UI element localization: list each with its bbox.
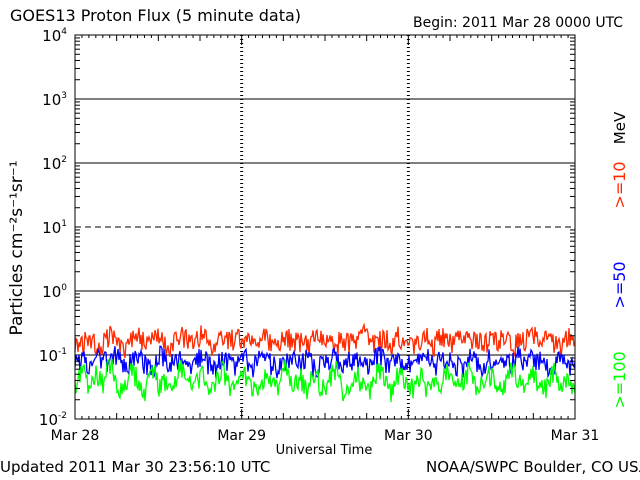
x-tick-label: Mar 29 [217, 428, 266, 444]
legend-item: >=50 [610, 261, 629, 308]
series-layer [74, 322, 576, 403]
x-tick-label: Mar 28 [51, 428, 100, 444]
begin-time-label: Begin: 2011 Mar 28 0000 UTC [413, 15, 624, 31]
y-tick-label: 104 [42, 27, 67, 45]
updated-timestamp: Updated 2011 Mar 30 23:56:10 UTC [0, 458, 271, 476]
y-tick-label: 10-2 [39, 411, 67, 429]
y-tick-label: 103 [42, 91, 67, 109]
page-title: GOES13 Proton Flux (5 minute data) [10, 6, 302, 25]
source-credit: NOAA/SWPC Boulder, CO USA [426, 458, 640, 476]
axes-layer: 10-2 10-1 100 101 102 103 104 Mar 28 Mar 29 Mar 3… [39, 27, 599, 444]
series-line [74, 322, 576, 359]
y-tick-label: 100 [42, 283, 67, 301]
y-tick-label: 10-1 [39, 347, 67, 365]
legend-item: >=100 [610, 351, 629, 408]
legend-unit: MeV [611, 111, 629, 144]
x-tick-label: Mar 31 [551, 428, 600, 444]
x-tick-label: Mar 30 [384, 428, 433, 444]
legend: >=10 >=50 >=100 MeV [610, 111, 629, 409]
legend-item: >=10 [610, 161, 629, 208]
y-tick-label: 101 [42, 219, 67, 237]
series-line [74, 358, 576, 403]
y-tick-label: 102 [42, 155, 67, 173]
x-axis-label: Universal Time [276, 443, 373, 458]
y-axis-label: Particles cm⁻²s⁻¹sr⁻¹ [7, 160, 27, 335]
